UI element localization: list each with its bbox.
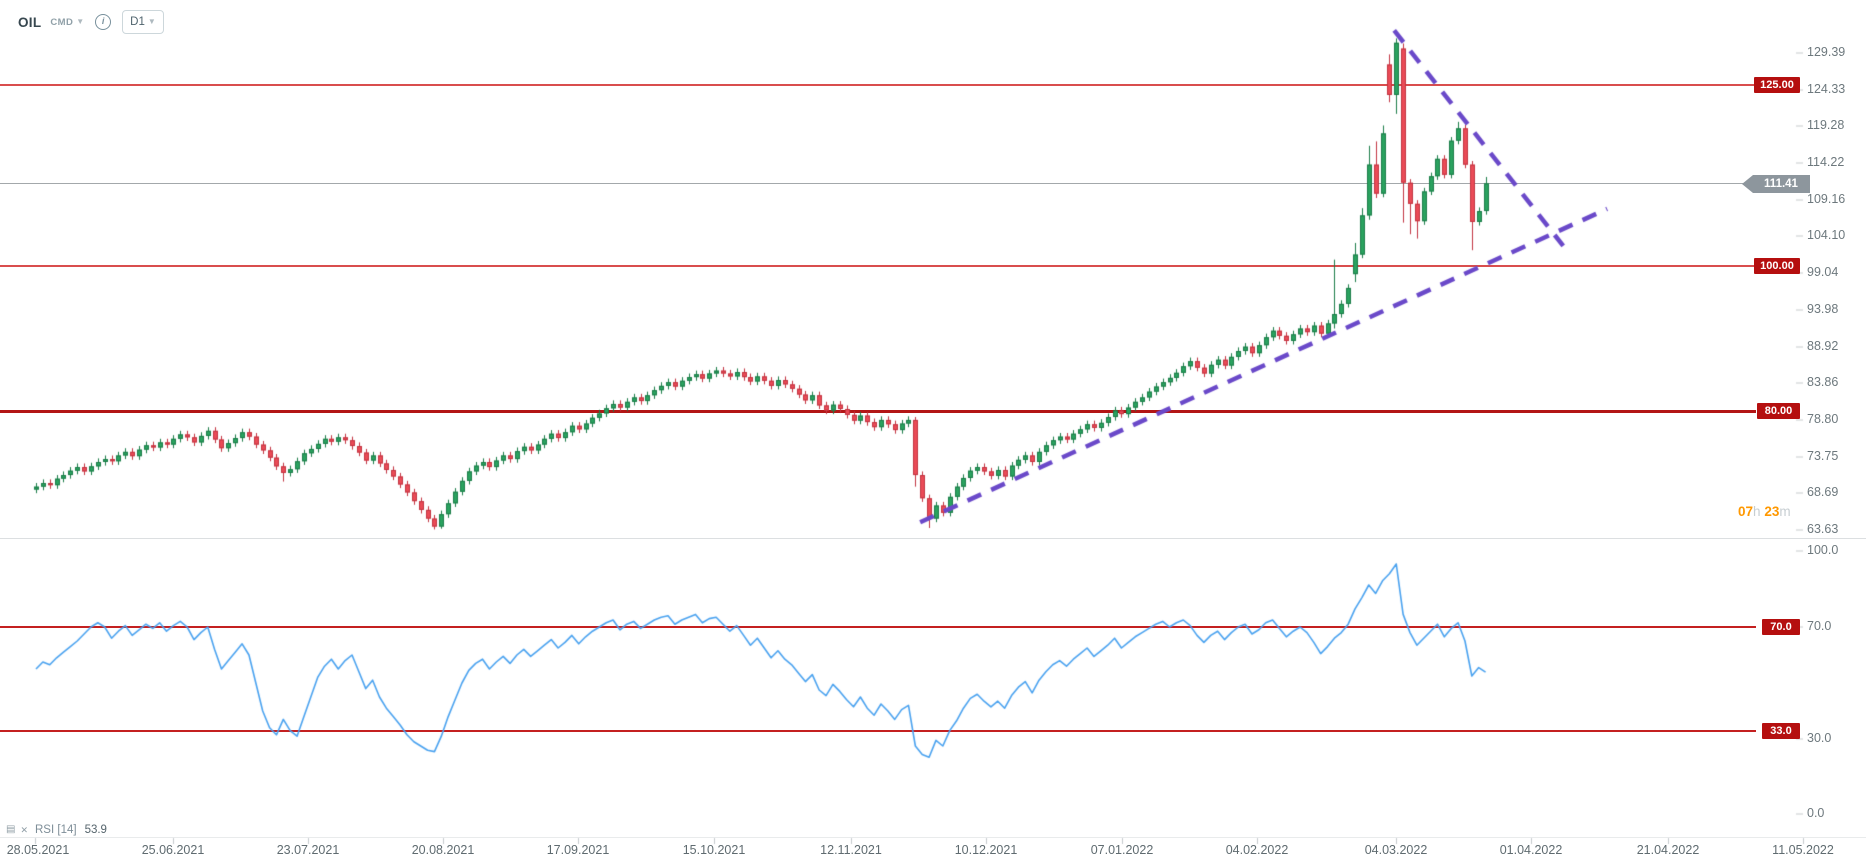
date-axis-tick: 21.04.2022 [1636, 843, 1700, 857]
price-axis-tick: 124.33 [1807, 82, 1846, 96]
level-badge-80: 80.00 [1757, 403, 1800, 419]
price-axis-tick: 129.39 [1807, 45, 1846, 59]
instrument-group-dropdown[interactable]: CMD [50, 16, 74, 28]
chart-header: OIL CMD ▼ i D1 ▼ [18, 10, 164, 34]
price-axis-tick: 88.92 [1807, 339, 1839, 353]
date-axis-tick: 12.11.2021 [820, 843, 882, 857]
price-axis-tick: 68.69 [1807, 485, 1839, 499]
level-badge-100: 100.00 [1754, 258, 1800, 274]
rsi-axis-tick: 70.0 [1807, 619, 1832, 633]
current-price-badge: 111.41 [1742, 175, 1810, 193]
chevron-down-icon: ▼ [76, 17, 85, 26]
price-axis-tick: 73.75 [1807, 449, 1839, 463]
rsi-axis-tick: 30.0 [1807, 731, 1832, 745]
date-axis-tick: 17.09.2021 [546, 843, 610, 857]
date-axis-tick: 07.01.2022 [1090, 843, 1154, 857]
price-axis-tick: 78.80 [1807, 412, 1839, 426]
date-axis-tick: 15.10.2021 [682, 843, 746, 857]
date-axis-tick: 10.12.2021 [954, 843, 1018, 857]
price-axis-tick: 104.10 [1807, 228, 1846, 242]
date-axis-tick: 11.05.2022 [1772, 843, 1834, 857]
rsi-indicator-row: ▤ ✕ RSI [14] 53.9 [6, 824, 107, 836]
rsi-badge-33: 33.0 [1762, 723, 1800, 739]
level-badge-125: 125.00 [1754, 77, 1800, 93]
candle-countdown: 07h 23m [1738, 504, 1791, 519]
rsi-axis-tick: 100.0 [1807, 543, 1839, 557]
indicator-pane-icon[interactable]: ▤ [6, 824, 16, 835]
price-axis-tick: 63.63 [1807, 522, 1839, 536]
price-axis-tick: 93.98 [1807, 302, 1839, 316]
rsi-name-label: RSI [35, 824, 55, 836]
price-axis-tick: 99.04 [1807, 265, 1839, 279]
info-icon[interactable]: i [95, 14, 112, 30]
countdown-minutes: 23 [1764, 504, 1780, 519]
date-axis-tick: 04.03.2022 [1364, 843, 1428, 857]
date-axis-tick: 20.08.2021 [411, 843, 475, 857]
rsi-axis-tick: 0.0 [1807, 806, 1825, 820]
timeframe-button[interactable]: D1 ▼ [122, 10, 164, 34]
countdown-hours: 07 [1738, 504, 1754, 519]
symbol-label: OIL [18, 14, 42, 30]
price-axis-tick: 83.86 [1807, 375, 1839, 389]
rsi-period-label: [14] [57, 824, 77, 836]
price-axis-tick: 114.22 [1807, 155, 1845, 169]
chevron-down-icon: ▼ [147, 17, 156, 26]
timeframe-label: D1 [130, 16, 145, 28]
price-axis-tick: 119.28 [1807, 118, 1845, 132]
date-axis-tick: 04.02.2022 [1225, 843, 1289, 857]
rsi-value-label: 53.9 [84, 824, 107, 836]
price-axis-tick: 109.16 [1807, 192, 1846, 206]
date-axis-tick: 01.04.2022 [1499, 843, 1563, 857]
date-axis-tick: 28.05.2021 [6, 843, 70, 857]
rsi-badge-70: 70.0 [1762, 619, 1800, 635]
indicator-close-icon[interactable]: ✕ [20, 825, 28, 835]
date-axis-tick: 23.07.2021 [276, 843, 340, 857]
date-axis-tick: 25.06.2021 [141, 843, 205, 857]
